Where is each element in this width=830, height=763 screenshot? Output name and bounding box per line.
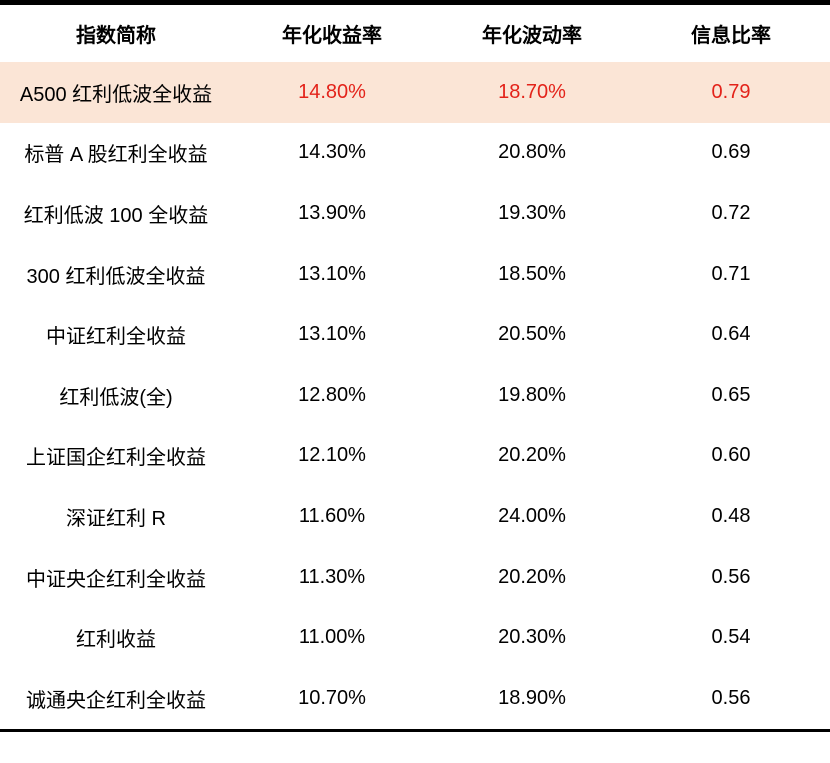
annual-return-cell: 13.10% (298, 323, 366, 346)
annual-volatility-cell: 18.70% (498, 80, 566, 103)
annual-volatility-cell: 20.20% (498, 444, 566, 467)
table-row: 标普 A 股红利全收益 14.30% 20.80% 0.69 (0, 123, 830, 184)
index-name-cell: 诚通央企红利全收益 (26, 689, 206, 712)
annual-volatility-cell: 19.30% (498, 201, 566, 224)
index-name-cell: 深证红利 R (66, 507, 166, 530)
index-name-cell: 上证国企红利全收益 (26, 447, 206, 470)
col-header-index-name: 指数简称 (76, 25, 156, 47)
annual-volatility-cell: 20.80% (498, 141, 566, 164)
info-ratio-cell: 0.72 (711, 201, 751, 224)
annual-return-cell: 13.90% (298, 201, 366, 224)
table-row: 300 红利低波全收益 13.10% 18.50% 0.71 (0, 244, 830, 305)
info-ratio-cell: 0.69 (711, 141, 751, 164)
annual-return-cell: 11.60% (298, 504, 366, 527)
table-row: 中证央企红利全收益 11.30% 20.20% 0.56 (0, 547, 830, 608)
annual-return-cell: 14.30% (298, 141, 366, 164)
annual-return-cell: 12.80% (298, 383, 366, 406)
table-row: A500 红利低波全收益 14.80% 18.70% 0.79 (0, 62, 830, 123)
table-row: 诚通央企红利全收益 10.70% 18.90% 0.56 (0, 668, 830, 729)
col-header-info-ratio: 信息比率 (691, 25, 771, 47)
annual-volatility-cell: 20.30% (498, 626, 566, 649)
info-ratio-cell: 0.48 (711, 504, 751, 527)
index-name-cell: 中证央企红利全收益 (26, 568, 206, 591)
info-ratio-cell: 0.79 (711, 80, 751, 103)
annual-return-cell: 12.10% (298, 444, 366, 467)
table-row: 红利低波(全) 12.80% 19.80% 0.65 (0, 365, 830, 426)
annual-return-cell: 14.80% (298, 80, 366, 103)
index-name-cell: A500 红利低波全收益 (19, 83, 213, 106)
index-comparison-table: 指数简称 年化收益率 年化波动率 信息比率 A500 红利低波全收益 14.80%… (0, 5, 830, 729)
annual-return-cell: 13.10% (298, 262, 366, 285)
index-name-cell: 红利低波(全) (59, 386, 173, 409)
info-ratio-cell: 0.54 (711, 626, 751, 649)
info-ratio-cell: 0.64 (711, 323, 751, 346)
annual-volatility-cell: 19.80% (498, 383, 566, 406)
annual-return-cell: 10.70% (298, 686, 366, 709)
bottom-border-rule (0, 728, 830, 732)
col-header-annual-volatility: 年化波动率 (482, 25, 582, 47)
table-row: 中证红利全收益 13.10% 20.50% 0.64 (0, 304, 830, 365)
annual-return-cell: 11.00% (298, 626, 366, 649)
index-name-cell: 红利低波 100 全收益 (23, 204, 209, 227)
index-name-cell: 红利收益 (76, 629, 156, 652)
table-row: 红利收益 11.00% 20.30% 0.54 (0, 607, 830, 668)
info-ratio-cell: 0.56 (711, 686, 751, 709)
info-ratio-cell: 0.65 (711, 383, 751, 406)
info-ratio-cell: 0.56 (711, 565, 751, 588)
index-name-cell: 300 红利低波全收益 (26, 265, 206, 288)
annual-volatility-cell: 18.90% (498, 686, 566, 709)
annual-volatility-cell: 20.20% (498, 565, 566, 588)
col-header-annual-return: 年化收益率 (282, 25, 382, 47)
table-row: 上证国企红利全收益 12.10% 20.20% 0.60 (0, 426, 830, 487)
annual-volatility-cell: 20.50% (498, 323, 566, 346)
annual-volatility-cell: 18.50% (498, 262, 566, 285)
annual-return-cell: 11.30% (298, 565, 366, 588)
info-ratio-cell: 0.60 (711, 444, 751, 467)
table-row: 红利低波 100 全收益 13.90% 19.30% 0.72 (0, 183, 830, 244)
header-row: 指数简称 年化收益率 年化波动率 信息比率 (0, 5, 830, 62)
index-name-cell: 中证红利全收益 (46, 326, 186, 349)
info-ratio-cell: 0.71 (711, 262, 751, 285)
top-border-rule (0, 0, 830, 5)
annual-volatility-cell: 24.00% (498, 504, 566, 527)
table-row: 深证红利 R 11.60% 24.00% 0.48 (0, 486, 830, 547)
index-name-cell: 标普 A 股红利全收益 (24, 144, 208, 167)
